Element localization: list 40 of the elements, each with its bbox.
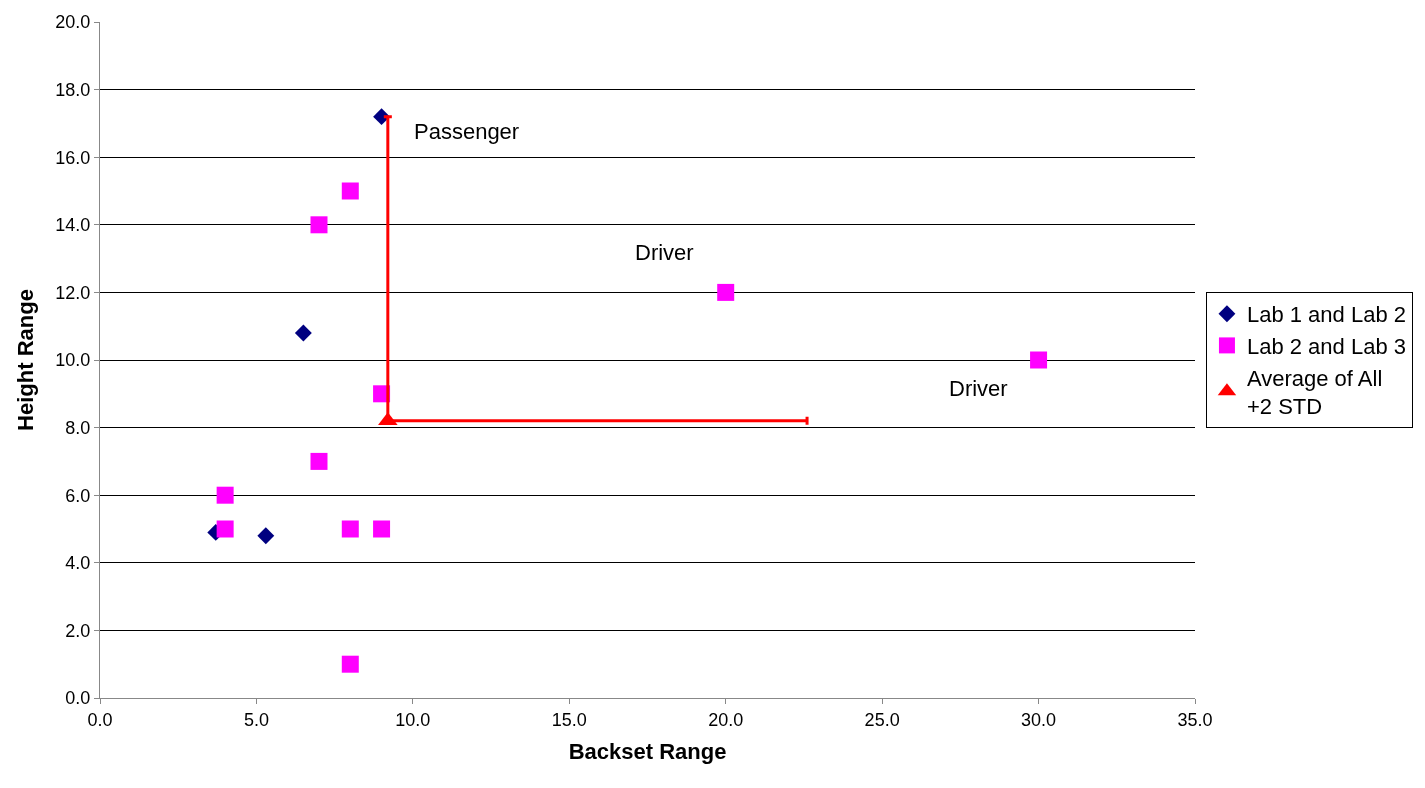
point	[341, 520, 359, 538]
annotation: Passenger	[414, 119, 520, 144]
point	[1030, 351, 1048, 369]
point	[341, 182, 359, 200]
y-tick-label: 6.0	[65, 485, 91, 506]
y-tick-label: 14.0	[55, 215, 91, 236]
annotation: Driver	[635, 240, 694, 265]
point	[310, 216, 328, 234]
legend-label: Average of All +2 STD	[1246, 365, 1383, 420]
annotation: Driver	[949, 376, 1008, 401]
y-tick-label: 20.0	[55, 12, 91, 33]
point	[310, 452, 328, 470]
x-tick-label: 15.0	[551, 709, 587, 730]
y-tick-label: 8.0	[65, 417, 91, 438]
x-tick-label: 30.0	[1021, 709, 1057, 730]
point	[373, 520, 391, 538]
y-tick-label: 12.0	[55, 282, 91, 303]
point	[216, 520, 234, 538]
y-tick-label: 16.0	[55, 147, 91, 168]
x-tick-label: 25.0	[864, 709, 900, 730]
point	[378, 412, 398, 426]
point	[341, 655, 359, 673]
y-tick-label: 18.0	[55, 79, 91, 100]
point	[216, 486, 234, 504]
y-tick-label: 2.0	[65, 620, 91, 641]
x-tick-label: 10.0	[395, 709, 431, 730]
x-axis-title: Backset Range	[568, 739, 727, 765]
y-tick-label: 0.0	[65, 688, 91, 709]
x-tick-label: 0.0	[87, 709, 113, 730]
y-tick-label: 4.0	[65, 553, 91, 574]
y-axis-title: Height Range	[13, 289, 39, 431]
point	[294, 324, 312, 342]
x-tick-label: 35.0	[1177, 709, 1213, 730]
point	[257, 527, 275, 545]
legend-label: Lab 1 and Lab 2	[1246, 302, 1406, 328]
y-tick-label: 10.0	[55, 350, 91, 371]
legend-label: Lab 2 and Lab 3	[1246, 333, 1406, 359]
x-tick-label: 20.0	[708, 709, 744, 730]
point	[717, 283, 735, 301]
x-tick-label: 5.0	[243, 709, 269, 730]
